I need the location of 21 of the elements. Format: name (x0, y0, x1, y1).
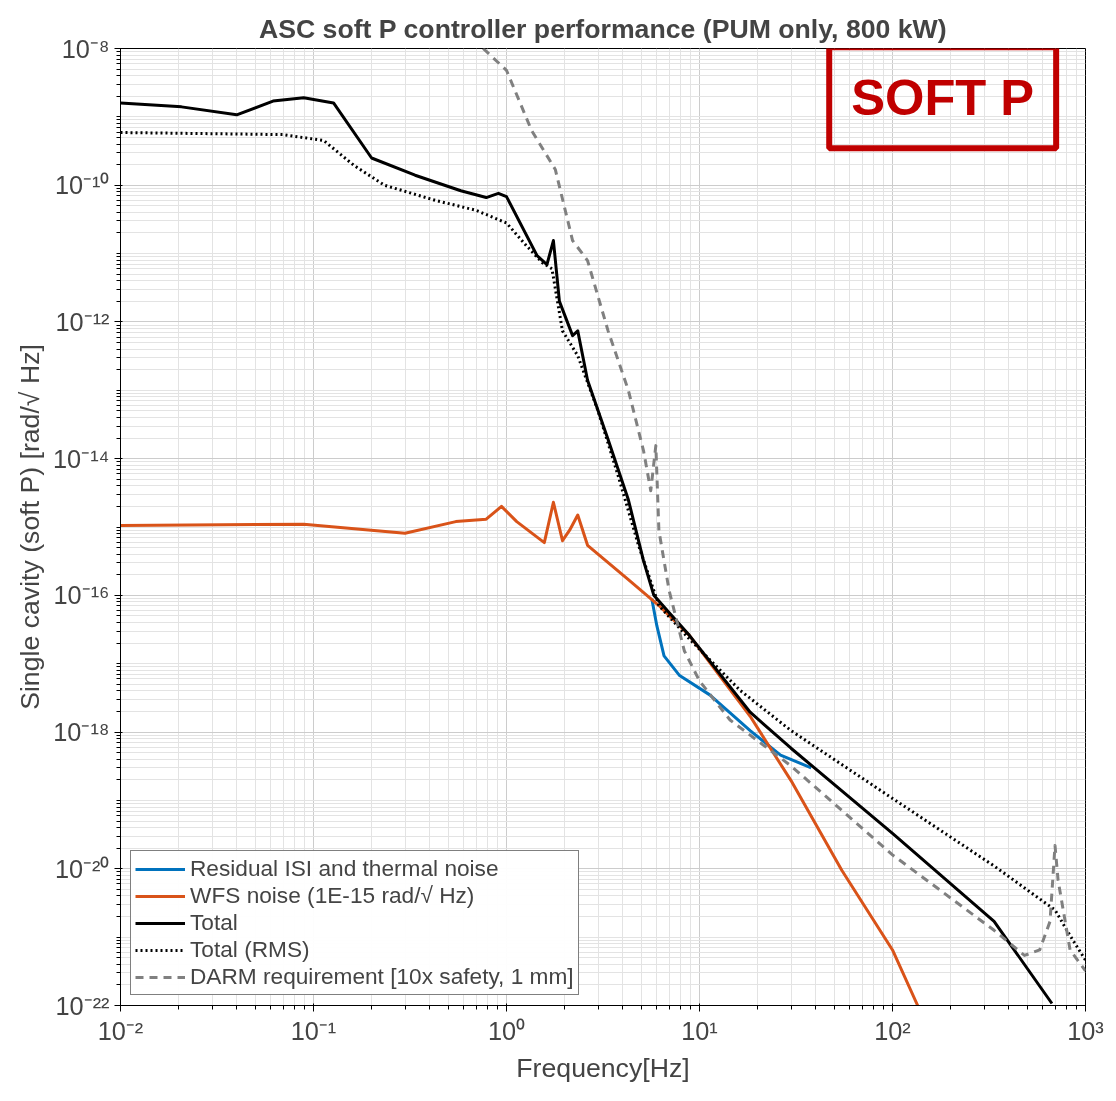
x-tick-label: 10³ (1067, 1016, 1104, 1045)
legend-label: WFS noise (1E-15 rad/√ Hz) (190, 882, 475, 909)
chart-title: ASC soft P controller performance (PUM only, 800 kW) (258, 13, 947, 44)
y-tick-label: 10⁻¹⁶ (53, 581, 110, 610)
annotation: SOFT P (851, 69, 1035, 127)
legend-label: Total (RMS) (190, 936, 310, 963)
x-tick-label: 10¹ (681, 1016, 718, 1045)
y-tick-label: 10⁻²⁰ (54, 854, 110, 883)
y-tick-label: 10⁻¹² (55, 307, 110, 336)
y-axis-title: Single cavity (soft P) [rad/√ Hz] (15, 344, 46, 710)
x-axis-title: Frequency[Hz] (516, 1052, 690, 1083)
legend-label: Total (190, 909, 238, 936)
x-tick-label: 10⁰ (487, 1016, 526, 1045)
legend-label: DARM requirement [10x safety, 1 mm] (190, 963, 574, 990)
y-tick-label: 10⁻¹⁸ (53, 718, 110, 747)
y-tick-label: 10⁻¹⁰ (54, 171, 110, 200)
legend-label: Residual ISI and thermal noise (190, 855, 499, 882)
x-tick-label: 10² (874, 1016, 911, 1045)
y-tick-label: 10⁻¹⁴ (53, 444, 110, 473)
x-tick-label: 10⁻¹ (290, 1016, 337, 1045)
y-tick-label: 10⁻⁸ (61, 34, 110, 63)
